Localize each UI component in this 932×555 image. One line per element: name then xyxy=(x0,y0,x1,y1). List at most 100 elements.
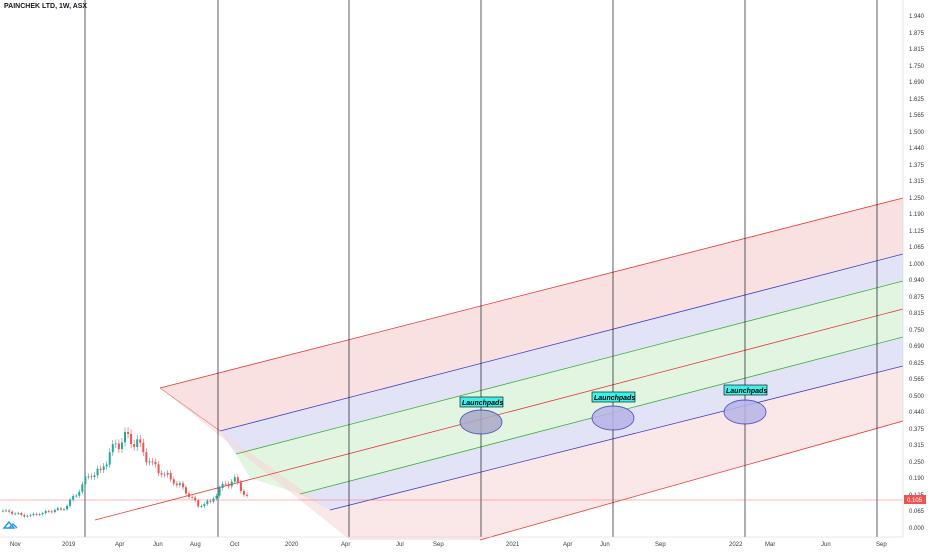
candle-body xyxy=(166,472,169,475)
y-tick-label: 0.440 xyxy=(909,410,925,416)
candle-body xyxy=(72,495,75,500)
x-tick-label: Sep xyxy=(655,542,666,548)
candle-body xyxy=(218,487,221,496)
candle-body xyxy=(181,483,184,488)
candle-body xyxy=(29,515,32,516)
candle-body xyxy=(111,444,114,453)
y-tick-label: 0.875 xyxy=(909,295,925,301)
y-tick-label: 0.815 xyxy=(909,311,925,317)
launchpad-label-1: Launchpads xyxy=(462,400,503,407)
launchpad-label-box-3 xyxy=(723,384,768,396)
candle-body xyxy=(23,514,26,517)
y-tick-label: 1.875 xyxy=(909,31,925,37)
y-tick-label: 0.250 xyxy=(909,460,925,466)
candle-body xyxy=(32,513,35,516)
candle-body xyxy=(53,509,56,513)
y-tick-label: 1.500 xyxy=(909,130,925,136)
launchpad-label-box-2 xyxy=(591,391,636,403)
y-tick-label: 0.625 xyxy=(909,361,925,367)
upper-blue-line xyxy=(219,253,904,432)
candle-body xyxy=(84,476,87,485)
candle-body xyxy=(50,511,53,513)
candle-body xyxy=(114,443,117,445)
x-tick-label: 2021 xyxy=(506,542,520,548)
candles xyxy=(2,427,248,518)
candle-body xyxy=(66,505,69,510)
candle-body xyxy=(145,452,148,463)
channel-fills xyxy=(160,198,903,540)
candle-body xyxy=(90,476,93,478)
candle-body xyxy=(130,433,133,445)
candle-body xyxy=(151,461,154,463)
tradingview-logo-icon xyxy=(2,520,18,529)
candle-body xyxy=(108,452,111,465)
y-tick-label: 1.625 xyxy=(909,97,925,103)
x-tick-label: 2020 xyxy=(285,542,299,548)
time-axis[interactable]: Nov 2019 Apr Jun Aug Oct 2020 Apr Jul Sep 2021 Apr J… xyxy=(0,536,903,548)
candle-body xyxy=(93,475,96,478)
candle-body xyxy=(154,461,157,465)
candle-body xyxy=(41,513,44,515)
y-tick-label: 1.815 xyxy=(909,47,925,53)
candle-body xyxy=(148,461,151,463)
current-price-tag: 0.105 xyxy=(904,495,926,504)
candle-body xyxy=(230,481,233,487)
y-tick-label: 1.000 xyxy=(909,262,925,268)
x-tick-label: Sep xyxy=(433,542,444,548)
candle-body xyxy=(99,468,102,470)
x-tick-label: Oct xyxy=(230,542,240,548)
candle-body xyxy=(206,500,209,505)
y-tick-label: 1.565 xyxy=(909,113,925,119)
blue-band-fill-upper xyxy=(220,254,903,454)
candle-body xyxy=(185,487,187,494)
candle-body xyxy=(242,491,245,495)
left-edge-line xyxy=(159,387,221,432)
outer-channel-fill-upper xyxy=(160,198,903,431)
x-tick-label: Apr xyxy=(563,542,572,548)
price-axis[interactable]: 0.0000.0650.1250.1900.2500.3150.3750.440… xyxy=(902,0,925,537)
y-tick-label: 0.065 xyxy=(909,509,925,515)
candle-body xyxy=(142,442,145,453)
y-tick-label: 0.190 xyxy=(909,476,925,482)
candle-body xyxy=(47,511,50,512)
y-tick-label: 0.375 xyxy=(909,427,925,433)
candle-body xyxy=(221,483,224,488)
candle-body xyxy=(120,442,123,450)
candle-body xyxy=(163,474,166,476)
x-tick-label: Mar xyxy=(765,542,775,548)
x-tick-label: Jun xyxy=(821,542,831,548)
candle-body xyxy=(11,511,14,514)
launchpad-ellipse-3 xyxy=(723,399,767,425)
y-tick-label: 1.190 xyxy=(909,212,925,218)
candle-body xyxy=(200,506,203,507)
candle-body xyxy=(157,464,160,474)
candle-body xyxy=(87,476,90,478)
y-tick-label: 0.500 xyxy=(909,394,925,400)
launchpad-label-2: Launchpads xyxy=(594,395,635,402)
candle-body xyxy=(160,473,163,475)
candle-body xyxy=(139,439,142,443)
candle-body xyxy=(117,443,120,450)
candle-body xyxy=(35,513,38,515)
candle-body xyxy=(26,515,29,517)
lower-blue-line xyxy=(329,365,904,511)
candle-body xyxy=(96,468,99,476)
candle-body xyxy=(233,477,236,482)
y-tick-label: 1.250 xyxy=(909,196,925,202)
x-tick-label: 2019 xyxy=(62,542,76,548)
candle-body xyxy=(63,509,65,511)
candle-body xyxy=(178,483,181,486)
candle-body xyxy=(172,479,175,484)
candle-body xyxy=(136,439,139,447)
candle-body xyxy=(124,432,126,443)
launchpad-label-box-1 xyxy=(459,396,504,408)
y-tick-label: 1.750 xyxy=(909,64,925,70)
y-tick-label: 1.440 xyxy=(909,146,925,152)
candle-body xyxy=(81,484,84,492)
x-tick-label: Nov xyxy=(10,542,21,548)
candle-body xyxy=(224,483,227,485)
candle-body xyxy=(14,513,17,515)
y-tick-label: 1.940 xyxy=(909,14,925,20)
